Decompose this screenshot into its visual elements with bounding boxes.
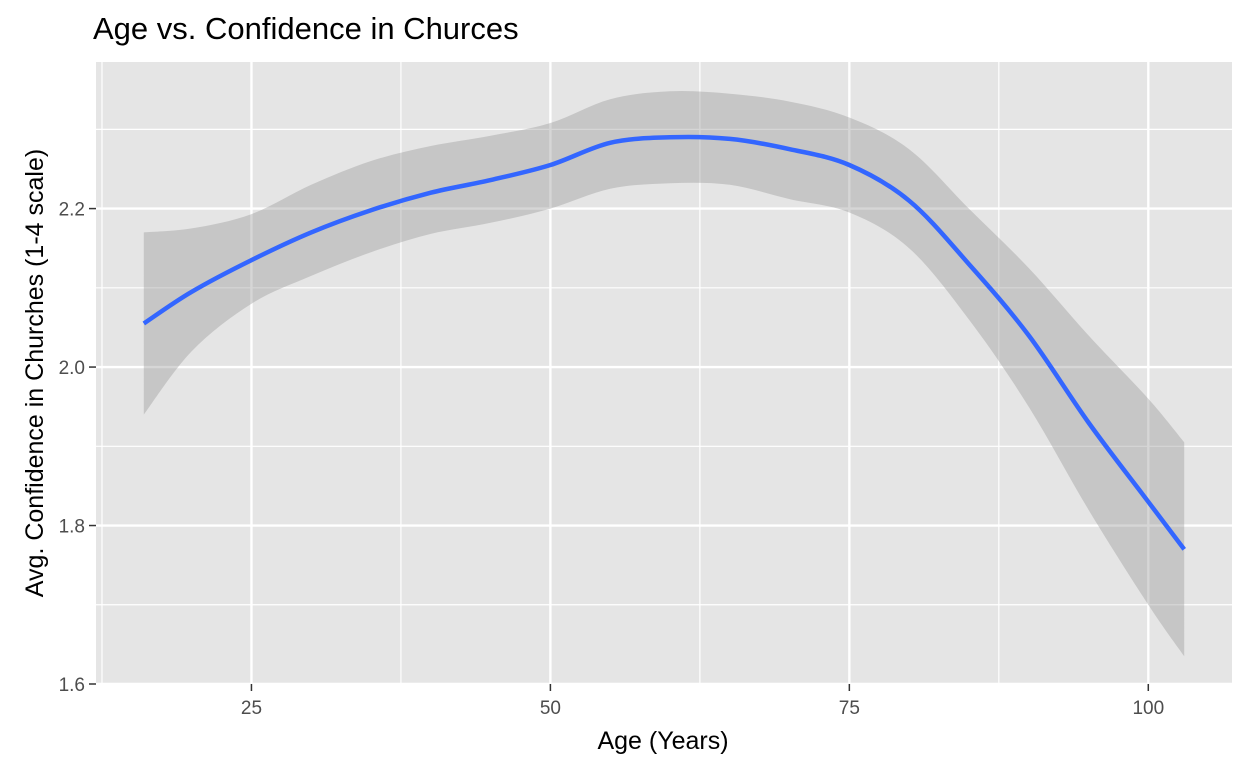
x-axis: 25 50 75 100	[241, 684, 1164, 719]
smooth-line-path	[142, 134, 1186, 551]
y-axis: 1.6 1.8 2.0 2.2	[59, 200, 96, 696]
x-tick-label: 25	[241, 698, 262, 719]
confidence-band-area	[143, 91, 1185, 657]
y-axis-title: Avg. Confidence in Churches (1-4 scale)	[21, 149, 49, 597]
y-tick-label: 1.8	[59, 517, 85, 538]
smooth-line	[142, 134, 1186, 551]
confidence-band	[143, 91, 1185, 657]
chart-title: Age vs. Confidence in Churces	[93, 11, 519, 46]
x-axis-title: Age (Years)	[597, 727, 728, 755]
plot-panel	[96, 62, 1232, 684]
minor-gridlines	[96, 62, 1232, 684]
y-tick-label: 2.2	[59, 200, 85, 221]
x-tick-label: 75	[839, 698, 860, 719]
x-tick-label: 100	[1132, 698, 1164, 719]
y-tick-label: 2.0	[59, 358, 85, 379]
major-gridlines	[96, 62, 1232, 686]
y-tick-label: 1.6	[59, 675, 85, 696]
x-tick-label: 50	[540, 698, 561, 719]
